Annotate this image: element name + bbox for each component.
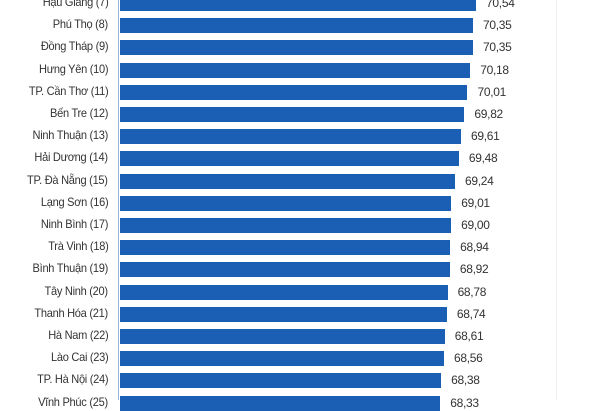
category-label: Đồng Tháp (9)	[40, 39, 109, 54]
bar	[120, 18, 473, 34]
bar	[120, 84, 468, 100]
bar	[120, 40, 473, 56]
value-label: 68,33	[450, 395, 479, 410]
category-label: Tây Ninh (20)	[44, 283, 109, 298]
value-label: 68,74	[456, 306, 486, 321]
category-label: Trà Vinh (18)	[47, 239, 109, 254]
value-label: 70,35	[482, 18, 512, 33]
bar	[120, 195, 452, 211]
category-label: TP. Hà Nội (24)	[36, 372, 108, 387]
category-label: Hà Nam (22)	[47, 328, 108, 342]
bar-chart: Hậu Giang (7) 70,54 Phú Thọ (8) 70,35 Đồng T…	[27, 0, 557, 411]
bar	[120, 151, 459, 167]
value-label: 70,35	[482, 40, 512, 55]
category-label: Bình Thuận (19)	[32, 261, 109, 276]
value-label: 69,48	[468, 151, 498, 166]
bar	[120, 129, 461, 145]
value-label: 70,01	[477, 84, 507, 99]
category-label: Hải Dương (14)	[34, 150, 109, 165]
bar	[120, 173, 456, 189]
category-label: Hậu Giang (7)	[42, 0, 108, 9]
category-label: TP. Đà Nẵng (15)	[27, 172, 108, 187]
value-label: 69,61	[471, 129, 500, 144]
value-label: 68,38	[451, 373, 480, 388]
bar	[120, 373, 442, 389]
category-label: Thanh Hóa (21)	[34, 305, 109, 320]
right-border-line	[556, 0, 557, 400]
bar	[120, 107, 465, 122]
bar	[120, 218, 452, 233]
category-label: TP. Cần Thơ (11)	[28, 83, 108, 98]
bar	[120, 284, 448, 300]
category-label: Hưng Yên (10)	[38, 61, 109, 76]
value-label: 68,61	[454, 329, 484, 343]
bar	[120, 240, 451, 256]
bar	[120, 329, 445, 344]
category-label: Ninh Bình (17)	[40, 217, 109, 231]
value-label: 70,18	[480, 62, 509, 77]
bar	[120, 395, 441, 411]
category-label: Bến Tre (12)	[49, 106, 108, 120]
bar	[120, 351, 444, 367]
category-label: Ninh Thuận (13)	[32, 128, 109, 143]
bar	[120, 0, 477, 11]
category-label: Vĩnh Phúc (25)	[38, 394, 108, 409]
value-label: 68,56	[454, 351, 483, 366]
y-axis-line	[118, 0, 119, 400]
value-label: 69,01	[461, 195, 490, 210]
value-label: 70,54	[486, 0, 515, 10]
bar	[120, 306, 447, 322]
value-label: 68,78	[457, 284, 487, 299]
category-label: Phú Thọ (8)	[52, 17, 108, 32]
value-label: 69,24	[465, 173, 494, 188]
bar	[120, 262, 450, 278]
category-label: Lạng Sơn (16)	[40, 194, 109, 209]
category-label: Lào Cai (23)	[50, 350, 109, 365]
value-label: 69,00	[461, 218, 490, 232]
value-label: 68,92	[459, 262, 489, 277]
value-label: 69,82	[474, 107, 503, 121]
bar	[120, 62, 471, 78]
value-label: 68,94	[460, 240, 489, 255]
